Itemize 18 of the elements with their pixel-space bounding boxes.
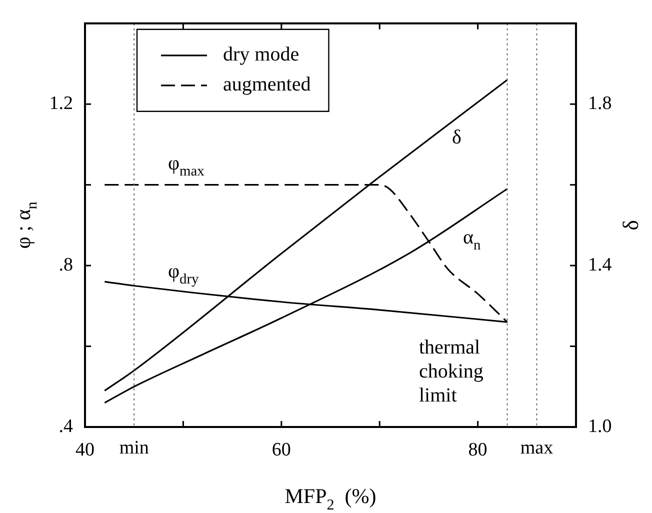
ref-line-label: min xyxy=(119,437,150,458)
y2-axis-title: δ xyxy=(618,220,643,230)
legend-label: dry mode xyxy=(223,44,300,66)
y-axis-title: φ ; αn xyxy=(11,201,40,249)
ref-line-label: max xyxy=(520,437,554,458)
y-tick-label: .8 xyxy=(58,254,73,276)
legend-label: augmented xyxy=(223,74,311,96)
annotation: thermal choking limit xyxy=(419,336,484,406)
y-tick-label: .4 xyxy=(58,416,74,437)
y-tick-label: 1.2 xyxy=(49,93,73,114)
annotation: δ xyxy=(452,126,462,148)
y2-tick-label: 1.0 xyxy=(588,416,612,437)
line-series xyxy=(104,188,508,404)
x-tick-label: 60 xyxy=(272,439,291,460)
x-tick-label: 40 xyxy=(76,439,94,460)
y2-tick-label: 1.4 xyxy=(588,254,612,276)
x-tick-label: 80 xyxy=(468,439,488,460)
y2-tick-label: 1.8 xyxy=(588,93,612,114)
